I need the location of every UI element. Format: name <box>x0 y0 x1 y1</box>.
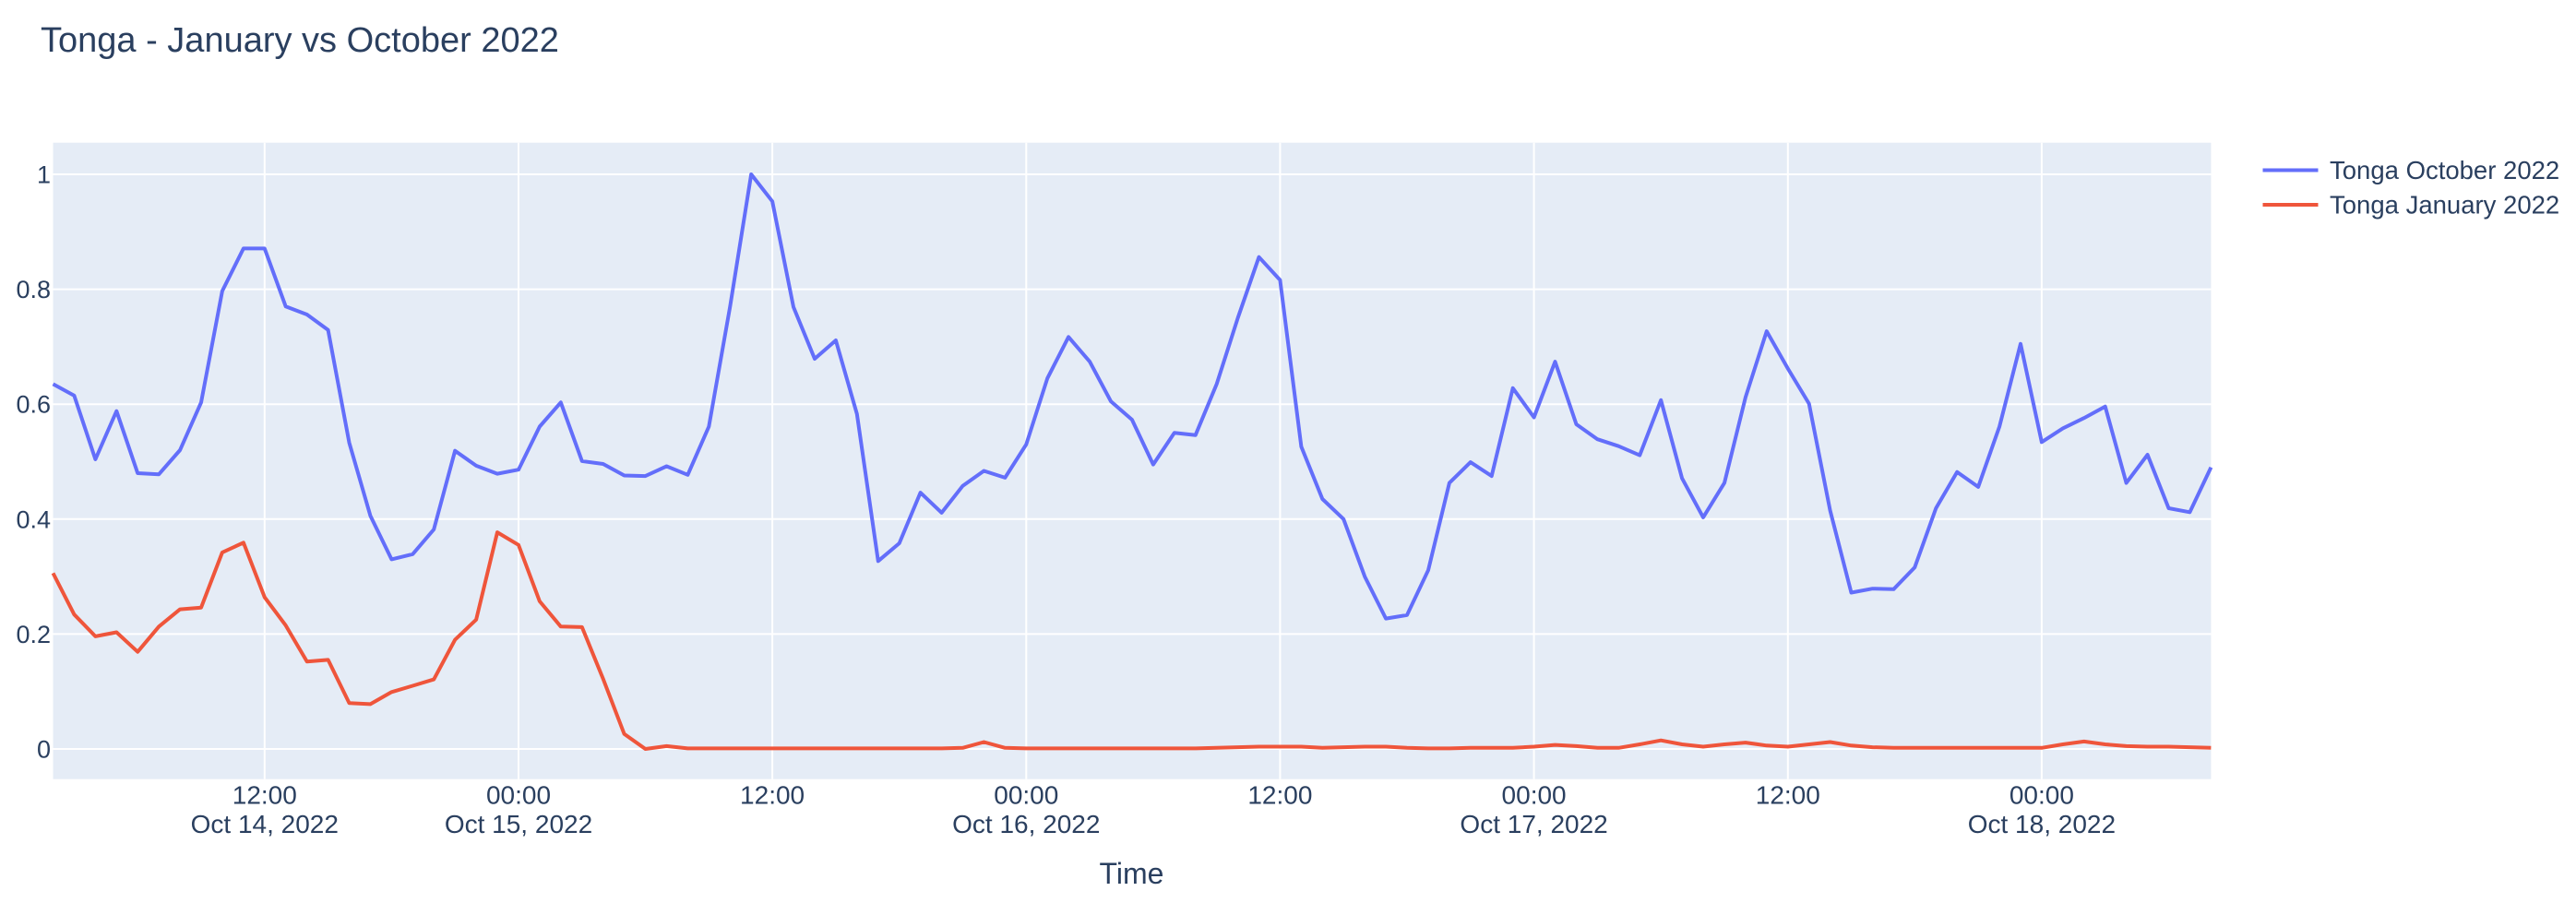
svg-text:00:00: 00:00 <box>486 781 551 810</box>
svg-text:Tonga January 2022: Tonga January 2022 <box>2330 191 2559 220</box>
svg-text:00:00: 00:00 <box>994 781 1058 810</box>
svg-text:0.8: 0.8 <box>16 276 51 303</box>
svg-text:Tonga October 2022: Tonga October 2022 <box>2330 156 2559 184</box>
svg-text:Oct 14, 2022: Oct 14, 2022 <box>191 810 339 838</box>
svg-text:0.6: 0.6 <box>16 391 51 419</box>
svg-text:0.2: 0.2 <box>16 621 51 648</box>
svg-text:Oct 18, 2022: Oct 18, 2022 <box>1968 810 2116 838</box>
svg-text:Time: Time <box>1100 857 1164 890</box>
svg-text:0: 0 <box>37 736 51 764</box>
svg-text:00:00: 00:00 <box>1502 781 1567 810</box>
svg-text:Oct 17, 2022: Oct 17, 2022 <box>1460 810 1607 838</box>
svg-text:Oct 16, 2022: Oct 16, 2022 <box>952 810 1100 838</box>
svg-text:0.4: 0.4 <box>16 505 51 533</box>
svg-text:12:00: 12:00 <box>233 781 297 810</box>
svg-text:12:00: 12:00 <box>740 781 805 810</box>
svg-text:12:00: 12:00 <box>1247 781 1312 810</box>
svg-text:00:00: 00:00 <box>2010 781 2074 810</box>
svg-text:Oct 15, 2022: Oct 15, 2022 <box>445 810 592 838</box>
svg-text:1: 1 <box>37 161 51 189</box>
svg-text:12:00: 12:00 <box>1756 781 1820 810</box>
svg-text:Tonga - January vs October 202: Tonga - January vs October 2022 <box>41 21 559 60</box>
